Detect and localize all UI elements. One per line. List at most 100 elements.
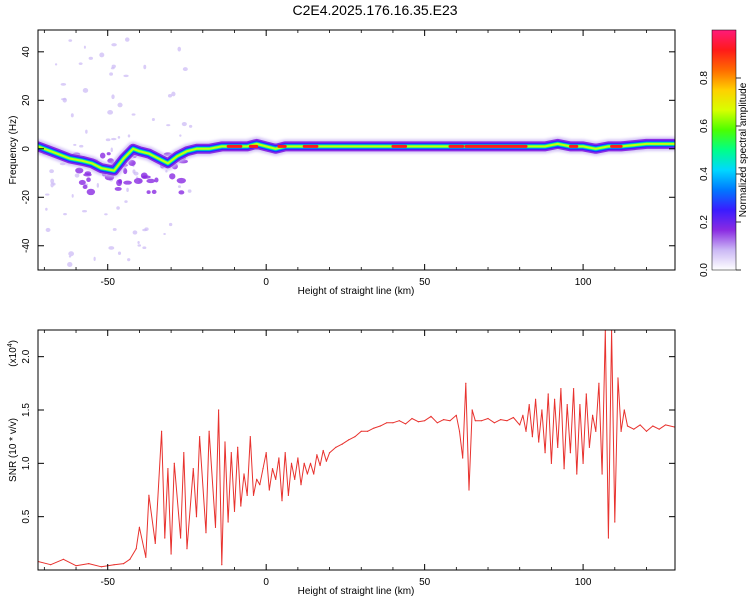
colorbar-gradient xyxy=(711,29,737,271)
snr-data-point xyxy=(544,452,546,454)
heatmap-blob xyxy=(116,179,123,187)
heatmap-speckle xyxy=(132,230,138,235)
colorbar-tick-label: 0.8 xyxy=(699,71,710,85)
snr-data-point xyxy=(88,563,90,565)
snr-data-point xyxy=(313,473,315,475)
snr-data-point xyxy=(113,564,115,566)
snr-data-point xyxy=(595,430,597,432)
colorbar-tick-label: 0.6 xyxy=(699,119,710,133)
snr-data-point xyxy=(218,409,220,411)
snr-data-point xyxy=(154,542,156,544)
snr-data-point xyxy=(487,417,489,420)
snr-data-point xyxy=(145,556,147,558)
snr-data-point xyxy=(506,420,508,422)
heatmap-speckle xyxy=(68,255,72,258)
heatmap-speckle xyxy=(182,67,188,72)
heatmap-blob xyxy=(123,168,128,175)
heatmap-speckle xyxy=(133,171,139,176)
heatmap-speckle xyxy=(104,213,108,216)
snr-data-point xyxy=(275,478,277,480)
snr-data-point xyxy=(195,516,198,518)
heatmap-speckle xyxy=(168,222,173,227)
snr-data-point xyxy=(214,526,217,528)
snr-data-point xyxy=(319,464,321,467)
snr-data-point xyxy=(430,415,432,417)
snr-data-point xyxy=(271,468,274,470)
snr-data-point xyxy=(582,462,584,464)
snr-data-point xyxy=(462,457,464,459)
heatmap-speckle xyxy=(108,246,115,250)
snr-data-point xyxy=(122,563,125,565)
y-tick-label: -20 xyxy=(21,190,32,205)
heatmap-blob xyxy=(146,178,156,184)
snr-data-point xyxy=(519,424,521,426)
heatmap-speckle xyxy=(50,178,55,184)
snr-data-point xyxy=(585,393,587,395)
snr-data-point xyxy=(566,404,568,406)
heatmap-speckle xyxy=(167,94,173,98)
y-tick-label: 2.0 xyxy=(21,349,32,363)
snr-data-point xyxy=(379,425,381,427)
snr-data-point xyxy=(309,462,312,464)
spectrogram-frame xyxy=(37,29,676,271)
heatmap-blob xyxy=(86,188,96,196)
snr-data-point xyxy=(398,420,400,422)
heatmap-speckle xyxy=(181,121,187,127)
heatmap-speckle xyxy=(71,193,74,198)
y-tick-label: 1.5 xyxy=(21,403,32,417)
snr-data-point xyxy=(183,452,185,454)
snr-data-point xyxy=(366,430,369,432)
x-tick-label: 50 xyxy=(419,277,431,288)
heatmap-speckle xyxy=(110,137,117,141)
heatmap-speckle xyxy=(131,113,136,116)
snr-data-point xyxy=(138,526,141,528)
snr-data-point xyxy=(658,428,660,430)
snr-data-point xyxy=(471,409,473,411)
snr-data-point xyxy=(325,460,327,462)
heatmap-speckle xyxy=(117,102,123,108)
bottom-x-axis-label: Height of straight line (km) xyxy=(298,586,415,597)
heatmap-blob xyxy=(78,179,86,186)
snr-plot-area xyxy=(38,330,675,570)
snr-data-point xyxy=(522,414,524,416)
snr-data-point xyxy=(284,452,286,454)
snr-data-point xyxy=(290,462,293,464)
snr-data-point xyxy=(233,510,236,512)
heatmap-speckle xyxy=(177,46,182,52)
snr-data-point xyxy=(173,462,175,464)
heatmap-speckle xyxy=(126,187,129,193)
heatmap-blob xyxy=(133,177,143,184)
heatmap-speckle xyxy=(111,43,117,47)
snr-data-point xyxy=(598,382,600,384)
snr-data-point xyxy=(588,446,591,448)
snr-data-point xyxy=(560,388,562,390)
svg-text:(x104): (x104) xyxy=(7,340,19,367)
y-tick-label: 40 xyxy=(21,46,32,58)
snr-data-point xyxy=(528,404,530,406)
heatmap-speckle xyxy=(127,258,131,262)
snr-data-point xyxy=(525,430,527,432)
heatmap-speckle xyxy=(68,251,75,257)
snr-data-point xyxy=(221,564,223,566)
snr-data-point xyxy=(601,473,603,475)
snr-data-point xyxy=(100,566,102,568)
heatmap-speckle xyxy=(45,207,48,211)
heatmap-blob xyxy=(82,184,88,190)
heatmap-speckle xyxy=(45,227,51,233)
heatmap-speckle xyxy=(68,39,73,42)
heatmap-speckle xyxy=(85,129,88,134)
heatmap-blob xyxy=(151,189,157,195)
snr-data-point xyxy=(75,565,77,567)
snr-data-point xyxy=(224,441,226,443)
heatmap-speckle xyxy=(151,117,155,122)
heatmap-speckle xyxy=(110,67,115,70)
snr-data-point xyxy=(62,558,64,560)
snr-data-point xyxy=(328,452,331,454)
snr-data-point xyxy=(626,425,629,427)
snr-data-point xyxy=(316,454,318,456)
x-tick-label: 50 xyxy=(419,577,431,588)
heatmap-speckle xyxy=(70,113,74,118)
snr-data-point xyxy=(664,424,667,426)
colorbar-tick-label: 0.2 xyxy=(699,215,710,229)
